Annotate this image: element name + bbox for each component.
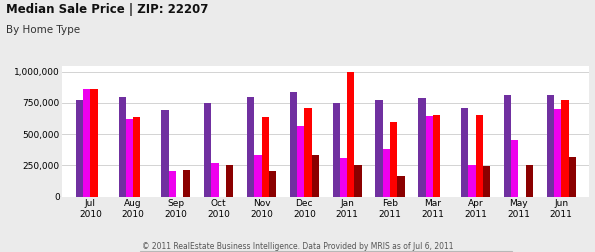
Bar	[383, 148, 390, 197]
Bar	[433, 115, 440, 197]
Bar	[347, 72, 355, 197]
Bar	[133, 117, 140, 197]
Bar	[254, 155, 262, 197]
Bar	[561, 101, 568, 197]
Bar	[397, 176, 405, 197]
Bar	[483, 166, 490, 197]
Bar	[183, 170, 190, 197]
Bar	[204, 103, 211, 197]
Bar	[76, 101, 83, 197]
Bar	[375, 101, 383, 197]
Bar	[168, 171, 176, 197]
Bar	[269, 171, 276, 197]
Bar	[504, 96, 511, 197]
Bar	[211, 164, 219, 197]
Bar	[118, 97, 126, 197]
Bar	[475, 115, 483, 197]
Text: Median Sale Price | ZIP: 22207: Median Sale Price | ZIP: 22207	[6, 3, 208, 16]
Bar	[83, 89, 90, 197]
Bar	[554, 109, 561, 197]
Bar	[262, 117, 269, 197]
Bar	[161, 110, 168, 197]
Bar	[568, 157, 576, 197]
Bar	[126, 119, 133, 197]
Bar	[333, 103, 340, 197]
Text: © 2011 RealEstate Business Intelligence. Data Provided by MRIS as of Jul 6, 2011: © 2011 RealEstate Business Intelligence.…	[142, 242, 453, 251]
Bar	[425, 116, 433, 197]
Bar	[418, 98, 425, 197]
Bar	[297, 126, 305, 197]
Bar	[247, 97, 254, 197]
Bar	[461, 108, 468, 197]
Text: By Home Type: By Home Type	[6, 25, 80, 35]
Bar	[305, 108, 312, 197]
Bar	[526, 165, 533, 197]
Legend: Detached: All, Attached: All, Attached: TH, Attached: Condo/Coop: Detached: All, Attached: All, Attached: …	[140, 251, 512, 252]
Bar	[226, 165, 233, 197]
Bar	[312, 155, 319, 197]
Bar	[290, 92, 297, 197]
Bar	[340, 158, 347, 197]
Bar	[90, 89, 98, 197]
Bar	[511, 140, 518, 197]
Bar	[355, 165, 362, 197]
Bar	[390, 122, 397, 197]
Bar	[547, 96, 554, 197]
Bar	[468, 165, 475, 197]
